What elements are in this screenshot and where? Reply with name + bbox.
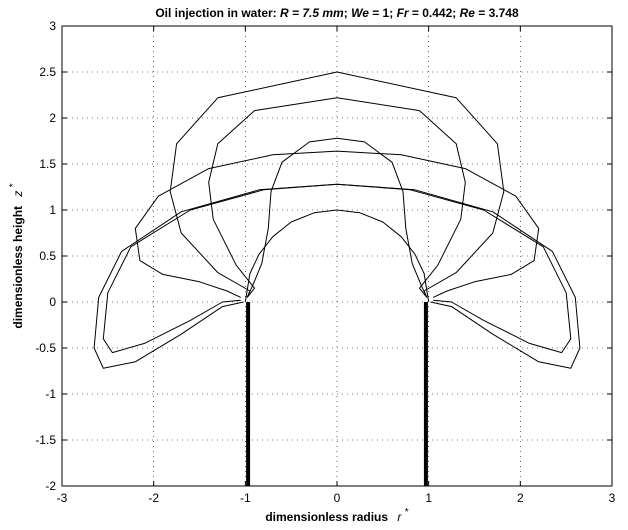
- x-tick-label: -3: [57, 491, 68, 505]
- x-tick-label: 2: [517, 491, 524, 505]
- series-curve-3: [208, 97, 466, 298]
- x-tick-label: -2: [148, 491, 159, 505]
- y-axis-symbol: z: [11, 191, 25, 198]
- y-tick-label: 2.5: [39, 65, 56, 79]
- title-part: R: [280, 6, 289, 20]
- y-tick-label: 2: [49, 111, 56, 125]
- title-part: We: [351, 6, 369, 20]
- title-part: Oil injection in water:: [155, 6, 280, 20]
- title-part: Fr: [397, 6, 410, 20]
- title-part: = 0.442;: [409, 6, 460, 20]
- y-tick-label: 1: [49, 203, 56, 217]
- y-tick-label: 0: [49, 295, 56, 309]
- title-part: mm: [322, 6, 344, 20]
- grid: [62, 26, 612, 486]
- x-axis-star: *: [405, 507, 409, 518]
- series-curve-5: [134, 150, 540, 298]
- title-part: Re: [460, 6, 476, 20]
- series-curve-4: [169, 71, 505, 298]
- y-axis-star: *: [8, 183, 19, 187]
- chart-title: Oil injection in water: R = 7.5 mm; We =…: [155, 6, 519, 20]
- y-tick-label: 1.5: [39, 157, 56, 171]
- x-tick-label: 0: [334, 491, 341, 505]
- nozzle-walls: [246, 302, 428, 486]
- series-group: [93, 71, 581, 369]
- y-axis-label-text: dimensionless height: [11, 206, 25, 329]
- axis-ticks: [61, 25, 613, 487]
- x-tick-labels: -3 -2 -1 0 1 2 3: [57, 491, 616, 505]
- x-axis-label: dimensionless radius r *: [265, 507, 408, 524]
- series-curve-2: [246, 137, 428, 298]
- series-curve-7: [93, 183, 581, 369]
- y-tick-label: 3: [49, 19, 56, 33]
- x-axis-label-text: dimensionless radius: [265, 510, 388, 524]
- series-curve-6: [102, 183, 572, 354]
- title-part: = 7.5: [289, 6, 323, 20]
- y-tick-label: -2: [45, 479, 56, 493]
- title-part: = 1;: [369, 6, 397, 20]
- y-tick-label: 0.5: [39, 249, 56, 263]
- y-tick-label: -1.5: [35, 433, 56, 447]
- y-axis-label: dimensionless height z *: [8, 183, 25, 328]
- x-axis-symbol: r: [397, 510, 402, 524]
- y-tick-label: -1: [45, 387, 56, 401]
- x-tick-label: 1: [425, 491, 432, 505]
- y-tick-labels: -2 -1.5 -1 -0.5 0 0.5 1 1.5 2 2.5 3: [35, 19, 56, 493]
- title-part: = 3.748: [475, 6, 519, 20]
- x-tick-label: 3: [609, 491, 616, 505]
- title-part: ;: [344, 6, 351, 20]
- y-tick-label: -0.5: [35, 341, 56, 355]
- x-tick-label: -1: [240, 491, 251, 505]
- series-curve-1: [244, 209, 430, 303]
